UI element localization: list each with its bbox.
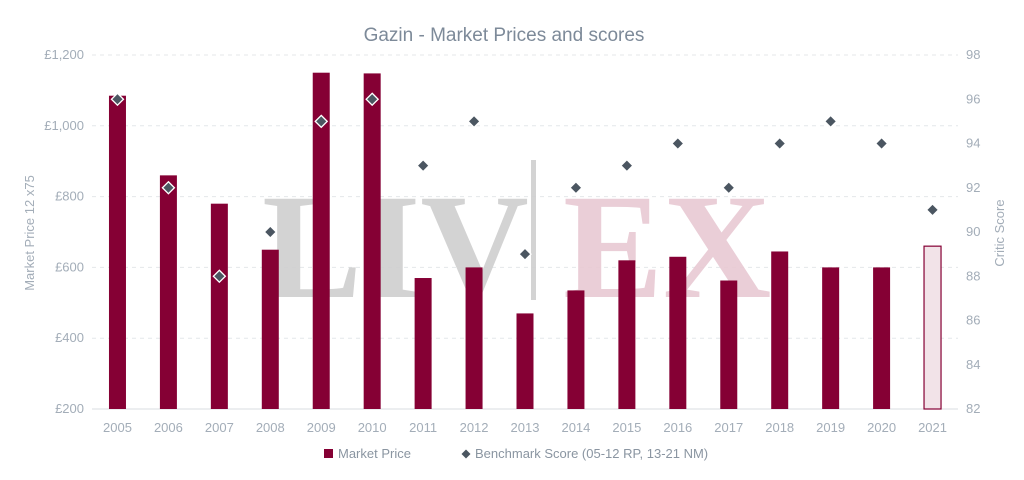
y-right-tick-label: 84	[966, 357, 980, 372]
x-tick-label: 2019	[816, 420, 845, 435]
marker-benchmark-score-2018	[772, 136, 787, 151]
liv-ex-watermark: LIV EX	[262, 160, 771, 330]
watermark-ex-text: EX	[563, 164, 771, 330]
bar-market-price-2006	[159, 175, 177, 409]
y-right-tick-label: 96	[966, 91, 980, 106]
x-tick-label: 2014	[561, 420, 590, 435]
y-left-axis-ticks: £200 £400 £600 £800 £1,000 £1,200	[44, 47, 84, 416]
x-tick-label: 2013	[511, 420, 540, 435]
x-tick-label: 2012	[460, 420, 489, 435]
x-tick-label: 2011	[409, 420, 437, 435]
y-left-tick-label: £400	[55, 330, 84, 345]
chart-title: Gazin - Market Prices and scores	[364, 25, 645, 46]
legend-market-price-swatch	[324, 449, 333, 458]
x-tick-label: 2017	[714, 420, 743, 435]
watermark-divider	[531, 160, 536, 300]
x-tick-label: 2015	[612, 420, 641, 435]
marker-benchmark-score-2008	[263, 225, 278, 239]
y-right-tick-label: 98	[966, 47, 980, 62]
y-left-axis-title: Market Price 12 x75	[22, 175, 37, 291]
bar-market-price-2008	[261, 249, 279, 409]
x-tick-label: 2018	[765, 420, 794, 435]
marker-benchmark-score-2009	[314, 114, 329, 129]
marker-benchmark-score-2006	[161, 180, 176, 195]
bar-market-price-2018	[771, 251, 789, 409]
legend-benchmark-score-marker	[461, 449, 471, 459]
marker-benchmark-score-2005	[110, 92, 125, 107]
marker-benchmark-score-2013	[518, 247, 532, 262]
watermark-liv-text: LIV	[262, 164, 529, 330]
y-right-tick-label: 88	[966, 268, 980, 283]
marker-benchmark-score-2011	[416, 158, 431, 173]
marker-benchmark-score-2020	[874, 136, 889, 151]
bar-market-price-2007	[210, 203, 228, 409]
y-left-tick-label: £1,000	[44, 118, 84, 133]
x-tick-label: 2007	[205, 420, 234, 435]
bar-market-price-2016	[669, 256, 687, 409]
bar-market-price-2011	[414, 278, 432, 409]
y-right-tick-label: 94	[966, 136, 980, 151]
y-left-tick-label: £600	[55, 259, 84, 274]
bar-market-price-2012	[465, 267, 483, 409]
x-axis-ticks: 2005 2006 2007 2008 2009 2010 2011 2012 2013 2014…	[103, 420, 947, 435]
marker-benchmark-score-2019	[823, 114, 838, 129]
legend-market-price-label: Market Price	[338, 446, 411, 461]
bar-market-price-2021	[923, 245, 942, 410]
x-tick-label: 2008	[256, 420, 285, 435]
y-right-axis-title: Critic Score	[992, 199, 1007, 266]
y-right-tick-label: 82	[966, 401, 980, 416]
marker-benchmark-score-2012	[467, 114, 481, 129]
market-price-bars	[108, 72, 942, 410]
bar-market-price-2019	[822, 267, 840, 409]
marker-benchmark-score-2016	[670, 136, 685, 151]
bar-market-price-2009	[312, 72, 330, 409]
x-tick-label: 2006	[154, 420, 183, 435]
legend: Market Price Benchmark Score (05-12 RP, …	[324, 446, 708, 461]
bar-market-price-2017	[720, 280, 738, 409]
marker-benchmark-score-2007	[212, 269, 227, 284]
bar-market-price-2013	[516, 313, 534, 409]
marker-benchmark-score-2021	[925, 202, 940, 217]
bar-market-price-2005	[108, 95, 126, 410]
x-tick-label: 2020	[867, 420, 896, 435]
bar-market-price-2014	[567, 290, 585, 409]
x-tick-label: 2009	[307, 420, 336, 435]
y-right-axis-ticks: 82 84 86 88 90 92 94 96 98	[966, 47, 980, 416]
y-left-tick-label: £800	[55, 189, 84, 204]
bar-market-price-2015	[618, 260, 636, 409]
marker-benchmark-score-2014	[569, 180, 583, 195]
x-tick-label: 2021	[918, 420, 947, 435]
y-left-tick-label: £1,200	[44, 47, 84, 62]
marker-benchmark-score-2017	[721, 180, 736, 195]
marker-benchmark-score-2010	[365, 92, 380, 107]
x-tick-label: 2010	[358, 420, 387, 435]
y-right-tick-label: 92	[966, 180, 980, 195]
marker-benchmark-score-2015	[619, 158, 634, 173]
y-right-tick-label: 90	[966, 224, 980, 239]
y-left-tick-label: £200	[55, 401, 84, 416]
bar-market-price-2010	[363, 73, 381, 410]
benchmark-score-markers	[110, 92, 940, 284]
legend-benchmark-score-label: Benchmark Score (05-12 RP, 13-21 NM)	[475, 446, 708, 461]
x-tick-label: 2016	[663, 420, 692, 435]
bar-market-price-2020	[873, 267, 891, 409]
y-right-tick-label: 86	[966, 313, 980, 328]
x-tick-label: 2005	[103, 420, 132, 435]
